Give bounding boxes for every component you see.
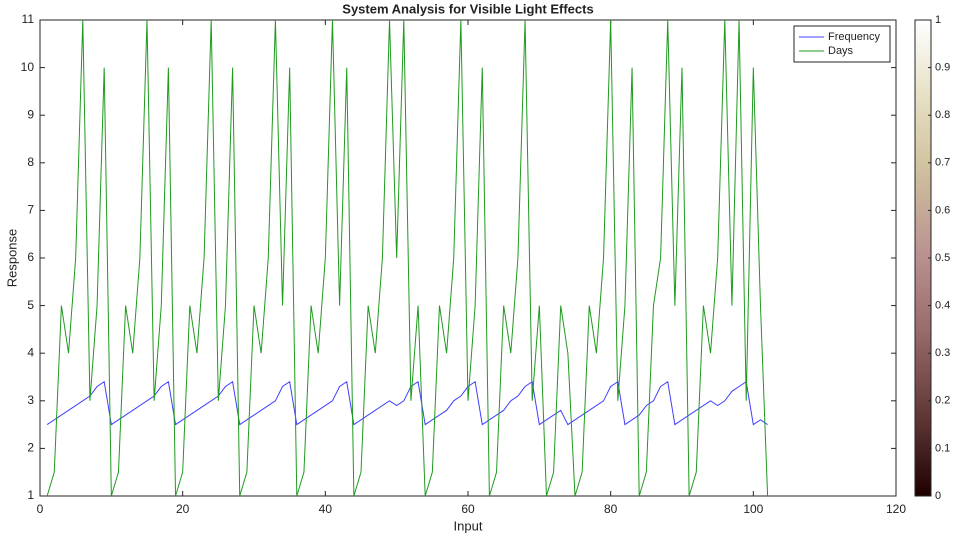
y-tick-label: 10 (21, 60, 35, 74)
plot-area (39, 19, 897, 497)
x-tick-label: 80 (604, 502, 618, 516)
y-tick-label: 9 (27, 107, 34, 121)
colorbar-tick-label: 0.9 (935, 62, 950, 74)
colorbar-tick-label: 0.3 (935, 347, 950, 359)
colorbar-tick-label: 0.7 (935, 157, 950, 169)
x-tick-label: 60 (461, 502, 475, 516)
colorbar-tick-label: 0.5 (935, 252, 950, 264)
data-line (46, 380, 768, 426)
data-line (46, 19, 769, 497)
y-tick-label: 3 (27, 393, 34, 407)
colorbar-tick-label: 1 (935, 14, 941, 26)
y-tick-label: 2 (27, 441, 34, 455)
y-tick-label: 11 (22, 12, 35, 26)
colorbar-tick-label: 0.6 (935, 204, 950, 216)
legend-label: Days (828, 45, 854, 57)
y-tick-label: 6 (27, 250, 34, 264)
y-tick-label: 1 (27, 488, 34, 502)
y-tick-label: 4 (27, 345, 34, 359)
y-tick-label: 5 (27, 298, 34, 312)
colorbar-tick-label: 0.2 (935, 395, 950, 407)
x-tick-label: 0 (37, 502, 44, 516)
x-tick-label: 100 (743, 502, 763, 516)
colorbar-tick-label: 0.4 (935, 300, 950, 312)
y-tick-label: 8 (27, 155, 34, 169)
x-tick-label: 120 (886, 502, 906, 516)
x-tick-label: 20 (176, 502, 190, 516)
legend-label: Frequency (828, 31, 880, 43)
legend-box (793, 25, 891, 63)
colorbar-tick-label: 0.8 (935, 109, 950, 121)
y-axis-label: Response (4, 229, 19, 288)
x-tick-label: 40 (319, 502, 333, 516)
x-axis-label: Input (454, 518, 483, 533)
chart-title: System Analysis for Visible Light Effect… (342, 1, 593, 16)
colorbar-tick-label: 0.1 (935, 442, 950, 454)
y-tick-label: 7 (27, 203, 34, 217)
colorbar-tick-label: 0 (935, 490, 941, 502)
